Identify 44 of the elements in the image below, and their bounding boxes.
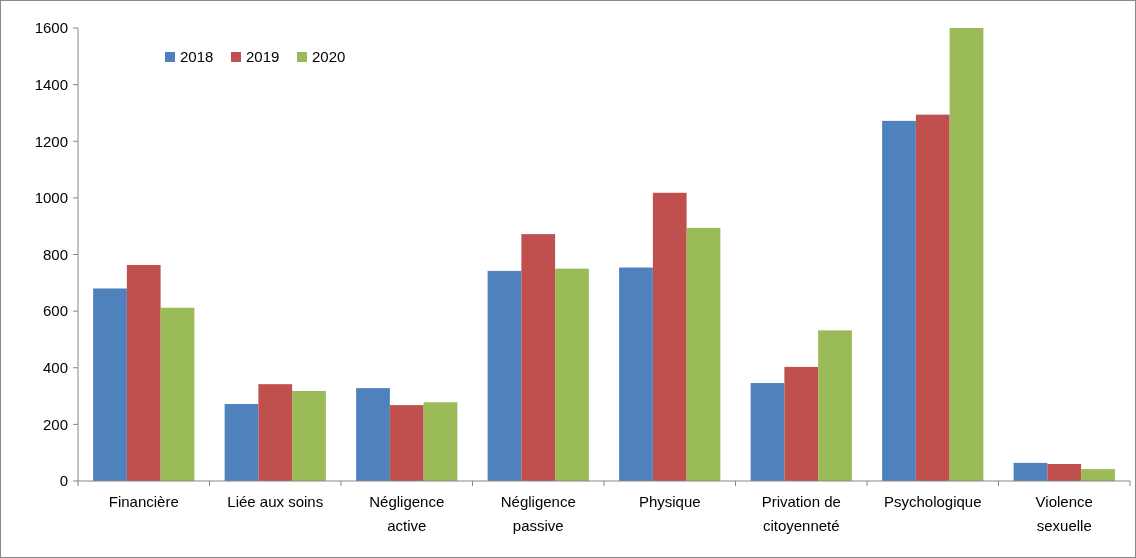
bar bbox=[224, 403, 259, 481]
bar bbox=[160, 307, 195, 481]
bar bbox=[652, 192, 687, 481]
bar bbox=[487, 270, 522, 481]
y-tick-label: 1400 bbox=[34, 75, 68, 93]
y-tick-label: 0 bbox=[59, 472, 68, 490]
y-tick-label: 600 bbox=[42, 302, 68, 320]
bar bbox=[818, 330, 852, 481]
y-tick-label: 200 bbox=[42, 415, 68, 433]
bar bbox=[882, 120, 916, 481]
bar bbox=[521, 234, 556, 481]
x-tick-label: Liée aux soins bbox=[227, 493, 324, 510]
bar bbox=[784, 366, 819, 481]
bar bbox=[555, 268, 589, 481]
bar bbox=[423, 402, 458, 481]
x-tick-label: Psychologique bbox=[883, 493, 982, 510]
bar bbox=[258, 384, 293, 481]
bar bbox=[686, 227, 721, 481]
x-tick-label: Physique bbox=[638, 493, 701, 510]
legend-label: 2020 bbox=[312, 48, 346, 66]
x-tick-label: Financière bbox=[108, 493, 179, 510]
y-tick-label: 400 bbox=[42, 359, 68, 376]
x-tick-label: Négligence active bbox=[369, 493, 445, 534]
x-tick-label: Privation de citoyenneté bbox=[761, 493, 841, 534]
bar bbox=[1013, 462, 1048, 481]
bar bbox=[619, 267, 653, 481]
y-tick-label: 1600 bbox=[34, 19, 68, 37]
bar bbox=[389, 405, 424, 481]
bar bbox=[1081, 469, 1115, 481]
x-tick-label: Violence sexuelle bbox=[1035, 493, 1093, 534]
bar bbox=[93, 288, 127, 481]
bar bbox=[292, 390, 326, 481]
y-tick-label: 1200 bbox=[34, 132, 68, 150]
bar bbox=[126, 264, 161, 481]
bar bbox=[949, 28, 984, 481]
y-tick-label: 800 bbox=[42, 245, 68, 263]
legend-label: 2019 bbox=[246, 48, 280, 66]
legend-label: 2018 bbox=[180, 48, 214, 66]
bar bbox=[1047, 464, 1082, 481]
bar bbox=[750, 383, 785, 481]
bar bbox=[915, 114, 950, 481]
bar bbox=[356, 388, 390, 481]
x-tick-label: Négligence passive bbox=[500, 493, 576, 534]
y-tick-label: 1000 bbox=[34, 189, 68, 207]
